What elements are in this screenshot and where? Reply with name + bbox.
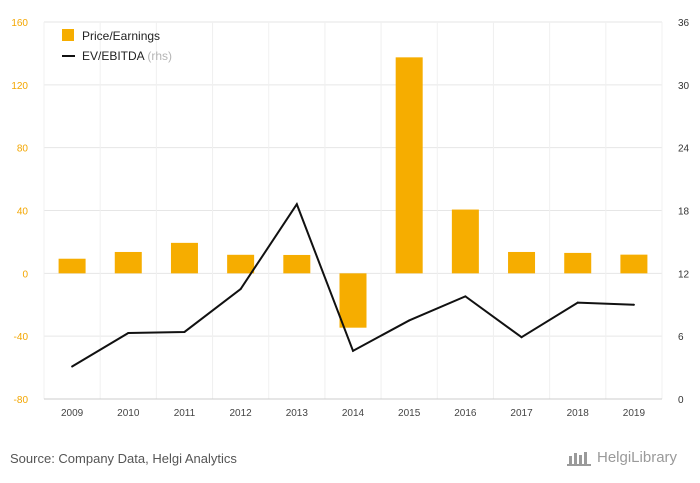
bar	[339, 273, 367, 328]
x-tick-label: 2010	[117, 408, 140, 419]
line-point	[520, 336, 523, 339]
chart: 160 120 80 40 0 -40 -80 36 30 24 18 12 6 0 2009 2010 201…	[11, 18, 689, 419]
y-left-tick-label: 120	[11, 81, 28, 92]
legend-swatch-bar	[62, 29, 74, 41]
bar	[620, 254, 648, 274]
y-right-tick-label: 6	[678, 332, 684, 343]
bar	[170, 242, 198, 274]
line-point	[352, 349, 354, 352]
y-right-tick-label: 12	[678, 269, 690, 280]
x-tick-label: 2011	[174, 408, 196, 419]
bar	[564, 252, 592, 274]
x-tick-label: 2009	[61, 408, 84, 419]
y-left-tick-label: 80	[17, 144, 29, 155]
bar	[114, 251, 142, 274]
line-point	[295, 203, 298, 206]
bar	[227, 254, 255, 274]
line-point	[71, 365, 74, 368]
x-tick-label: 2018	[567, 408, 590, 419]
y-right-tick-label: 0	[678, 395, 684, 406]
library-icon	[567, 451, 591, 466]
brand-name: HelgiLibrary	[597, 449, 678, 466]
x-tick-label: 2019	[623, 408, 646, 419]
y-left-tick-label: 160	[11, 18, 28, 29]
bar	[508, 251, 536, 274]
legend-rhs-note: (rhs)	[147, 49, 172, 63]
y-right-tick-label: 18	[678, 207, 690, 218]
y-right-tick-label: 36	[678, 18, 690, 29]
legend-label-line: EV/EBITDA (rhs)	[82, 49, 172, 63]
line-point	[127, 332, 130, 335]
line-point	[632, 303, 635, 306]
line-point	[408, 319, 411, 322]
grid	[43, 21, 663, 400]
bar	[283, 254, 311, 274]
x-tick-label: 2015	[398, 408, 421, 419]
x-tick-label: 2013	[286, 408, 309, 419]
line-point	[464, 295, 467, 298]
x-tick-label: 2012	[230, 408, 253, 419]
x-tick-label: 2016	[454, 408, 477, 419]
bar	[395, 57, 423, 274]
y-left-tick-label: 0	[22, 269, 28, 280]
y-left-tick-label: -40	[14, 332, 29, 343]
line-point	[576, 301, 579, 304]
bar	[58, 258, 86, 274]
brand-logo: HelgiLibrary	[567, 449, 677, 466]
legend-label-bar: Price/Earnings	[82, 29, 160, 43]
legend-line-name: EV/EBITDA	[82, 49, 145, 63]
y-right-tick-label: 30	[678, 81, 690, 92]
source-note: Source: Company Data, Helgi Analytics	[10, 451, 237, 466]
line-series	[71, 202, 635, 368]
axes: 160 120 80 40 0 -40 -80 36 30 24 18 12 6 0 2009 2010 201…	[11, 18, 689, 419]
x-tick-label: 2017	[510, 408, 533, 419]
bar-series	[58, 57, 648, 328]
y-left-tick-label: -80	[14, 395, 29, 406]
line-point	[239, 288, 242, 291]
x-tick-label: 2014	[342, 408, 365, 419]
bar	[451, 209, 479, 274]
legend: Price/Earnings EV/EBITDA (rhs)	[62, 29, 172, 63]
y-right-tick-label: 24	[678, 144, 690, 155]
y-left-tick-label: 40	[17, 207, 29, 218]
line-point	[183, 330, 186, 333]
